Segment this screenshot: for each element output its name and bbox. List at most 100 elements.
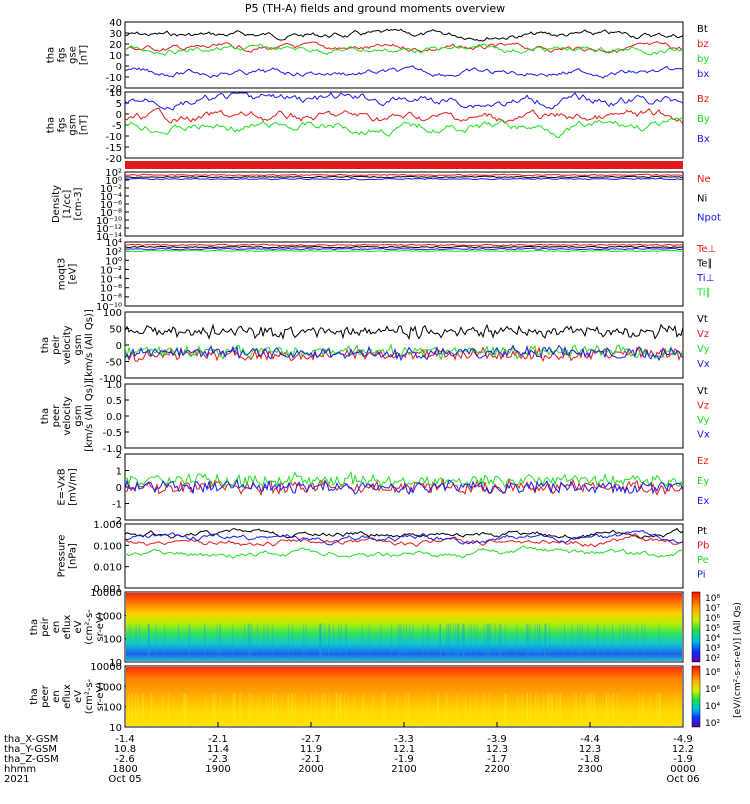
series-Ti∥: [124, 249, 684, 253]
panel-frame: [124, 523, 684, 589]
quality-flag-bar: [125, 161, 683, 169]
legend-By: By: [697, 114, 710, 125]
y-axis-label: sr-eV): [95, 612, 106, 641]
spectrogram-image: [126, 593, 682, 661]
y-axis-label: eflux: [62, 615, 73, 640]
x-tick-label: -2.1: [301, 754, 321, 765]
panel-frame: [124, 171, 684, 237]
y-tick-label: 10⁰: [105, 256, 122, 267]
colorbar-tick: 10⁵: [705, 624, 720, 634]
colorbar-tick: 10⁶: [705, 685, 720, 695]
y-axis-label: en: [51, 690, 62, 703]
y-axis-label: fgs: [57, 47, 68, 62]
y-tick-label: 0: [116, 341, 122, 352]
y-tick-label: 10: [109, 88, 122, 99]
y-tick-label: 1000: [97, 611, 122, 622]
colorbar-tick: 10⁸: [705, 668, 720, 678]
y-tick-label: 10⁻⁸: [100, 208, 122, 219]
series-Pt: [124, 527, 684, 540]
y-tick-label: 100: [103, 635, 122, 646]
y-tick-label: 0.001: [93, 584, 122, 595]
colorbar-tick: 10⁶: [705, 614, 720, 624]
legend-Pb: Pb: [697, 541, 709, 552]
y-axis-label: fgs: [57, 117, 68, 132]
colorbar-tick: 10⁴: [705, 702, 720, 712]
x-axis-row-label: tha_Y-GSM: [4, 744, 57, 755]
y-tick-label: -1.0: [102, 444, 122, 455]
y-tick-label: 10⁻⁴: [100, 192, 122, 203]
x-tick-label: 1900: [205, 764, 230, 775]
y-axis-label: [km/s (All Qs)]: [84, 309, 95, 381]
x-tick-label: 2100: [391, 764, 416, 775]
colorbar-tick: 10⁴: [705, 634, 720, 644]
legend-Vt: Vt: [697, 386, 708, 397]
y-axis-label: eV: [73, 690, 84, 703]
x-tick-label: 2200: [484, 764, 509, 775]
y-tick-label: -50: [106, 358, 122, 369]
legend-Pe: Pe: [697, 555, 709, 566]
y-axis-label: [nT]: [79, 45, 90, 65]
y-tick-label: 10: [109, 723, 122, 734]
y-axis-label: sr-eV): [95, 682, 106, 711]
y-tick-label: 10⁻¹²: [96, 224, 122, 235]
colorbar-tick: 10²: [705, 719, 720, 729]
series-Ti⊥: [124, 247, 684, 251]
colorbar-tick: 10⁷: [705, 604, 720, 614]
y-tick-label: -20: [106, 84, 122, 95]
x-tick-label: -2.3: [208, 754, 228, 765]
y-tick-label: -100: [99, 374, 122, 385]
series-Ey: [124, 470, 684, 489]
legend-Ne: Ne: [697, 174, 711, 185]
legend-Pt: Pt: [697, 526, 707, 537]
legend-Vz: Vz: [697, 329, 709, 340]
y-axis-label: Pressure: [57, 535, 68, 578]
legend-Vx: Vx: [697, 430, 710, 441]
panel-peer_spec: 10000 1000 100 10 tha peer en eflux eV (cm²-s-sr-…: [29, 662, 720, 734]
legend-Te⊥: Te⊥: [696, 244, 716, 255]
y-axis-label: gsm: [73, 405, 84, 426]
x-tick-label: -4.9: [673, 734, 693, 745]
x-tick-label: -4.4: [580, 734, 600, 745]
y-tick-label: 50: [109, 325, 122, 336]
y-tick-label: -1: [112, 500, 122, 511]
colorbar: [691, 591, 701, 663]
series-Vz: [124, 346, 684, 363]
y-tick-label: 0: [116, 110, 122, 121]
y-axis-label: tha: [29, 619, 40, 635]
y-axis-label: tha: [46, 47, 57, 63]
panel-pressure: 1.000 0.100 0.010 0.001 Pressure [nPa] Pt Pb Pe P…: [57, 520, 710, 595]
panel-frame: [124, 591, 684, 663]
y-tick-label: -0.5: [102, 428, 122, 439]
y-axis-label: gse: [68, 46, 79, 64]
x-tick-label: -1.7: [487, 754, 507, 765]
y-tick-label: 10000: [90, 588, 122, 599]
x-axis-row-label: tha_X-GSM: [4, 734, 58, 745]
y-tick-label: 40: [109, 18, 122, 29]
legend-Ez: Ez: [697, 456, 709, 467]
panel-frame: [124, 91, 684, 159]
panel-frame: [124, 241, 684, 307]
y-tick-label: 10²: [105, 168, 122, 179]
y-axis-label: tha: [46, 117, 57, 133]
panel-peir_spec: 10000 1000 100 10 tha peir en eflux eV (cm²-s-sr-…: [29, 588, 720, 669]
y-tick-label: 1.000: [93, 520, 122, 531]
series-Bz: [124, 107, 684, 125]
x-tick-label: -2.7: [301, 734, 321, 745]
series-by: [124, 43, 684, 56]
y-tick-label: 10²: [105, 247, 122, 258]
y-tick-label: 0.100: [93, 541, 122, 552]
y-tick-label: 10⁻²: [100, 265, 122, 276]
x-tick-label: 12.3: [579, 744, 601, 755]
legend-Vz: Vz: [697, 401, 709, 412]
x-tick-label: 12.2: [672, 744, 694, 755]
y-axis-label: [mV/m]: [68, 468, 79, 506]
y-tick-label: 100: [103, 308, 122, 319]
legend-Ex: Ex: [697, 496, 709, 507]
y-tick-label: -10: [106, 73, 122, 84]
y-tick-label: 0.010: [93, 563, 122, 574]
